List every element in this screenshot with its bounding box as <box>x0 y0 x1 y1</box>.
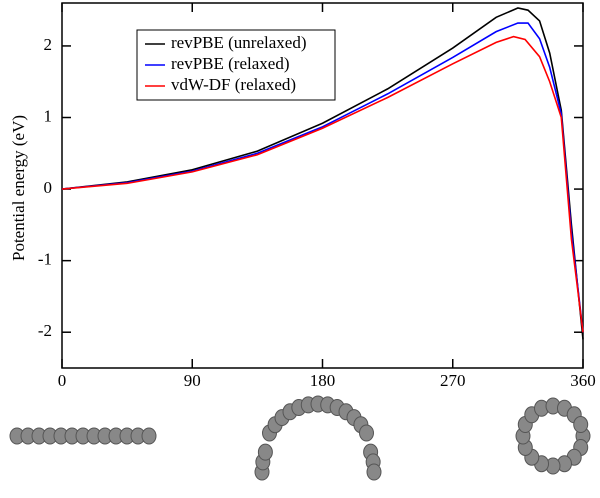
atom <box>257 443 273 461</box>
molecule-images <box>9 395 591 481</box>
atom <box>573 416 589 434</box>
series-line <box>61 35 584 333</box>
y-tick-label: 1 <box>44 106 53 125</box>
x-tick-label: 360 <box>570 371 596 390</box>
legend-label: revPBE (unrelaxed) <box>171 33 306 52</box>
series-line <box>61 22 584 333</box>
y-tick-label: 2 <box>44 35 53 54</box>
x-tick-label: 0 <box>58 371 67 390</box>
x-tick-label: 270 <box>440 371 466 390</box>
y-axis-label: Potential energy (eV) <box>9 115 28 261</box>
x-tick-label: 180 <box>310 371 336 390</box>
legend-box <box>136 29 336 101</box>
atom <box>358 424 374 442</box>
series-line <box>61 7 584 340</box>
y-tick-label: -1 <box>38 250 52 269</box>
atom <box>366 463 382 481</box>
legend-label: vdW-DF (relaxed) <box>171 75 296 94</box>
legend-label: revPBE (relaxed) <box>171 54 289 73</box>
y-tick-label: 0 <box>44 178 53 197</box>
y-tick-label: -2 <box>38 321 52 340</box>
x-tick-label: 90 <box>184 371 201 390</box>
atom <box>141 427 157 445</box>
